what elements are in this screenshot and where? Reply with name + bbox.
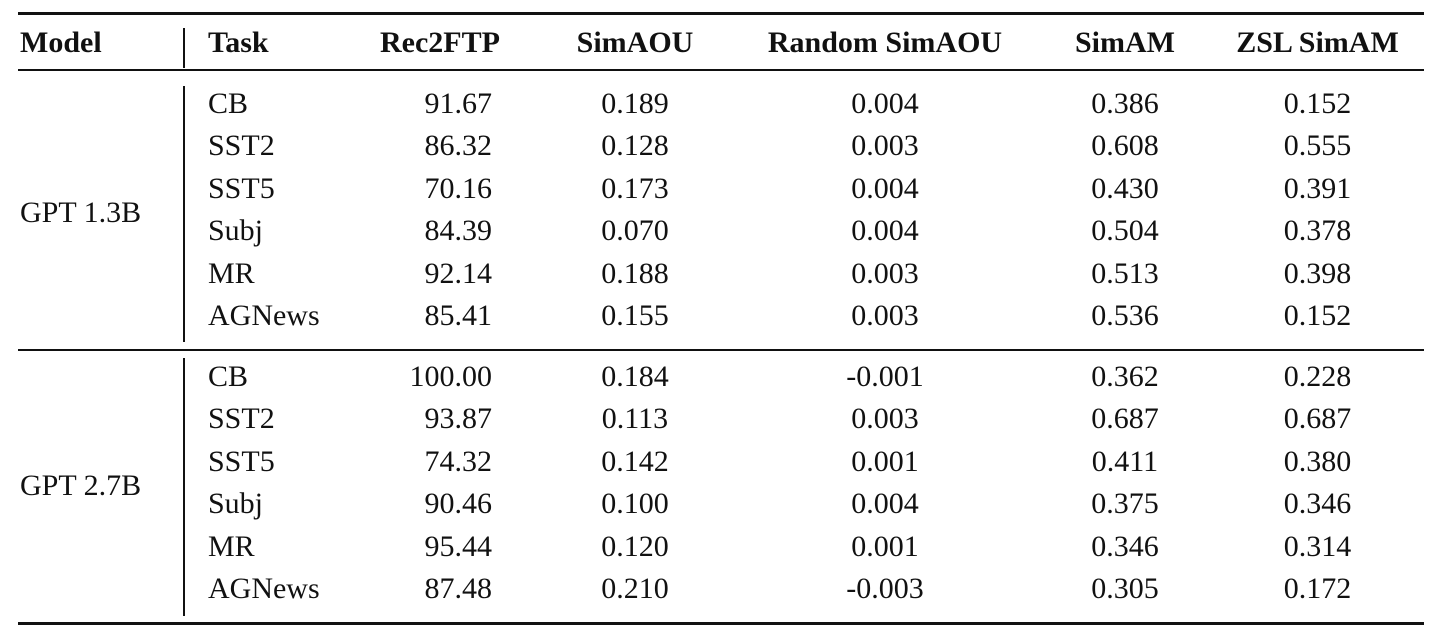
cell-random-simaou: 0.003 xyxy=(851,402,919,436)
cell-rec2ftp: 87.48 xyxy=(424,572,493,605)
cell-task: SST5 xyxy=(208,171,275,205)
cell-random-simaou: 0.004 xyxy=(851,87,919,120)
header-vertical-divider xyxy=(183,28,185,68)
model-label: GPT 1.3B xyxy=(20,196,142,230)
cell-rec2ftp: 84.39 xyxy=(424,214,493,248)
cell-simaou: 0.173 xyxy=(601,171,669,205)
cell-random-simaou: 0.001 xyxy=(851,444,919,478)
header-simaou: SimAOU xyxy=(576,26,694,59)
cell-simaou: 0.184 xyxy=(601,360,669,393)
cell-simam: 0.386 xyxy=(1091,87,1159,120)
cell-zsl-simam: 0.398 xyxy=(1283,256,1352,290)
cell-task: SST2 xyxy=(208,129,275,163)
header-random-simaou: Random SimAOU xyxy=(767,26,1003,59)
top-rule xyxy=(18,12,1424,15)
cell-simaou: 0.128 xyxy=(601,129,669,163)
cell-simam: 0.608 xyxy=(1091,129,1159,163)
cell-task: MR xyxy=(208,256,255,290)
group-1-vertical-divider xyxy=(183,86,185,342)
cell-simaou: 0.189 xyxy=(601,87,669,120)
cell-zsl-simam: 0.555 xyxy=(1283,129,1352,163)
cell-random-simaou: 0.003 xyxy=(851,129,919,163)
cell-simaou: 0.113 xyxy=(601,402,669,436)
header-simam: SimAM xyxy=(1075,26,1175,59)
cell-rec2ftp: 91.67 xyxy=(424,87,493,120)
cell-simam: 0.375 xyxy=(1091,487,1159,521)
cell-simam: 0.504 xyxy=(1091,214,1159,248)
cell-simam: 0.513 xyxy=(1091,256,1159,290)
cell-simaou: 0.188 xyxy=(601,256,669,290)
cell-rec2ftp: 92.14 xyxy=(424,256,493,290)
cell-task: CB xyxy=(208,360,249,393)
cell-zsl-simam: 0.172 xyxy=(1283,572,1352,605)
cell-simaou: 0.070 xyxy=(601,214,669,248)
cell-rec2ftp: 100.00 xyxy=(409,360,493,393)
cell-random-simaou: 0.004 xyxy=(851,487,919,521)
cell-zsl-simam: 0.391 xyxy=(1283,171,1352,205)
cell-random-simaou: 0.003 xyxy=(851,256,919,290)
cell-task: Subj xyxy=(208,214,264,248)
cell-random-simaou: 0.003 xyxy=(851,299,919,332)
cell-zsl-simam: 0.152 xyxy=(1283,299,1352,332)
cell-rec2ftp: 86.32 xyxy=(424,129,493,163)
cell-rec2ftp: 93.87 xyxy=(424,402,493,436)
group-separator-rule xyxy=(18,349,1424,351)
cell-random-simaou: -0.001 xyxy=(846,360,924,393)
cell-task: SST2 xyxy=(208,402,275,436)
cell-simaou: 0.120 xyxy=(601,529,669,563)
header-zsl-simam: ZSL SimAM xyxy=(1236,26,1399,59)
cell-task: AGNews xyxy=(208,572,320,605)
cell-simaou: 0.142 xyxy=(601,444,669,478)
cell-simam: 0.536 xyxy=(1091,299,1159,332)
model-label: GPT 2.7B xyxy=(20,469,142,503)
cell-zsl-simam: 0.346 xyxy=(1283,487,1352,521)
cell-task: SST5 xyxy=(208,444,275,478)
header-model: Model xyxy=(20,26,102,59)
cell-task: Subj xyxy=(208,487,264,521)
header-rec2ftp: Rec2FTP xyxy=(380,26,500,59)
cell-rec2ftp: 90.46 xyxy=(424,487,493,521)
cell-random-simaou: 0.004 xyxy=(851,214,919,248)
header-rule xyxy=(18,69,1424,71)
cell-zsl-simam: 0.380 xyxy=(1283,444,1352,478)
cell-zsl-simam: 0.314 xyxy=(1283,529,1352,563)
cell-simam: 0.362 xyxy=(1091,360,1159,393)
cell-random-simaou: 0.004 xyxy=(851,171,919,205)
bottom-rule xyxy=(18,622,1424,625)
cell-zsl-simam: 0.228 xyxy=(1283,360,1352,393)
cell-zsl-simam: 0.687 xyxy=(1283,402,1352,436)
cell-simaou: 0.210 xyxy=(601,572,669,605)
cell-rec2ftp: 70.16 xyxy=(424,171,493,205)
cell-simaou: 0.100 xyxy=(601,487,669,521)
group-2-vertical-divider xyxy=(183,358,185,616)
cell-zsl-simam: 0.152 xyxy=(1283,87,1352,120)
cell-simaou: 0.155 xyxy=(601,299,669,332)
cell-random-simaou: -0.003 xyxy=(846,572,924,605)
cell-task: CB xyxy=(208,87,249,120)
cell-task: MR xyxy=(208,529,255,563)
cell-simam: 0.305 xyxy=(1091,572,1159,605)
cell-rec2ftp: 74.32 xyxy=(424,444,493,478)
cell-task: AGNews xyxy=(208,299,320,332)
cell-simam: 0.346 xyxy=(1091,529,1159,563)
header-task: Task xyxy=(208,26,269,59)
cell-rec2ftp: 85.41 xyxy=(424,299,493,332)
cell-rec2ftp: 95.44 xyxy=(424,529,493,563)
cell-simam: 0.687 xyxy=(1091,402,1159,436)
cell-random-simaou: 0.001 xyxy=(851,529,919,563)
cell-simam: 0.430 xyxy=(1091,171,1159,205)
cell-zsl-simam: 0.378 xyxy=(1283,214,1352,248)
cell-simam: 0.411 xyxy=(1091,444,1159,478)
